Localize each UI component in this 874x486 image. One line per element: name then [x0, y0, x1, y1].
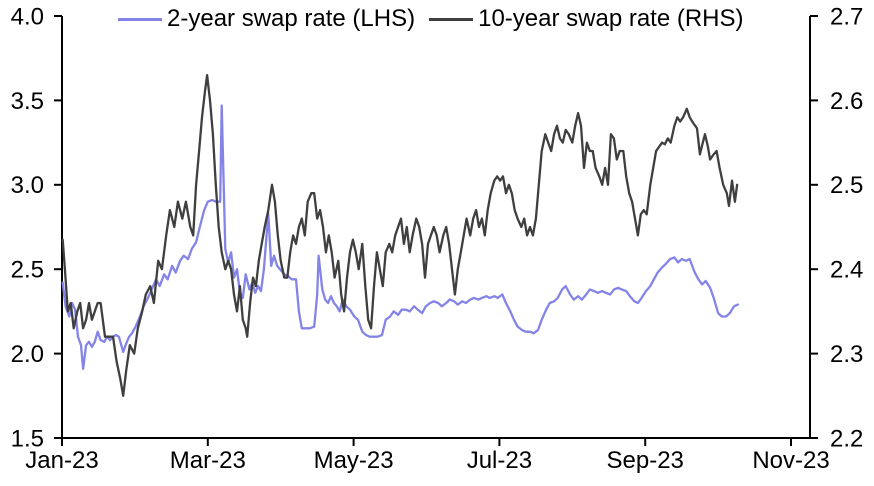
right-axis-tick-label: 2.4 — [830, 257, 863, 284]
2y-swap-line-swatch-icon — [118, 17, 162, 21]
left-axis-tick-label: 4.0 — [11, 3, 44, 30]
right-axis-tick-label: 2.6 — [830, 88, 863, 115]
x-axis-tick-label: Jan-23 — [25, 447, 98, 474]
legend-item-10y-swap: 10-year swap rate (RHS) — [429, 5, 744, 33]
x-axis-tick-label: Nov-23 — [752, 447, 829, 474]
x-axis-tick-label: Jul-23 — [467, 447, 532, 474]
x-axis-tick-label: Sep-23 — [607, 447, 684, 474]
left-axis-tick-label: 1.5 — [11, 425, 44, 452]
x-axis-tick-label: Mar-23 — [170, 447, 246, 474]
right-axis-tick-label: 2.5 — [830, 172, 863, 199]
left-axis-tick-label: 2.5 — [11, 257, 44, 284]
left-axis-tick-label: 3.0 — [11, 172, 44, 199]
10y-swap-line-swatch-icon — [429, 17, 474, 21]
left-axis-tick-label: 3.5 — [11, 88, 44, 115]
x-axis-tick-label: May-23 — [314, 447, 394, 474]
legend-label-2y-swap: 2-year swap rate (LHS) — [167, 5, 416, 32]
right-axis-tick-label: 2.2 — [830, 425, 863, 452]
chart-legend: 2-year swap rate (LHS) 10-year swap rate… — [118, 5, 744, 33]
left-axis-tick-label: 2.0 — [11, 341, 44, 368]
2y-swap-rate-line — [61, 104, 739, 370]
legend-item-2y-swap: 2-year swap rate (LHS) — [118, 5, 415, 33]
right-axis-tick-label: 2.3 — [830, 341, 863, 368]
10y-swap-rate-line — [61, 73, 739, 397]
legend-label-10y-swap: 10-year swap rate (RHS) — [478, 5, 744, 32]
right-axis-tick-label: 2.7 — [830, 3, 863, 30]
